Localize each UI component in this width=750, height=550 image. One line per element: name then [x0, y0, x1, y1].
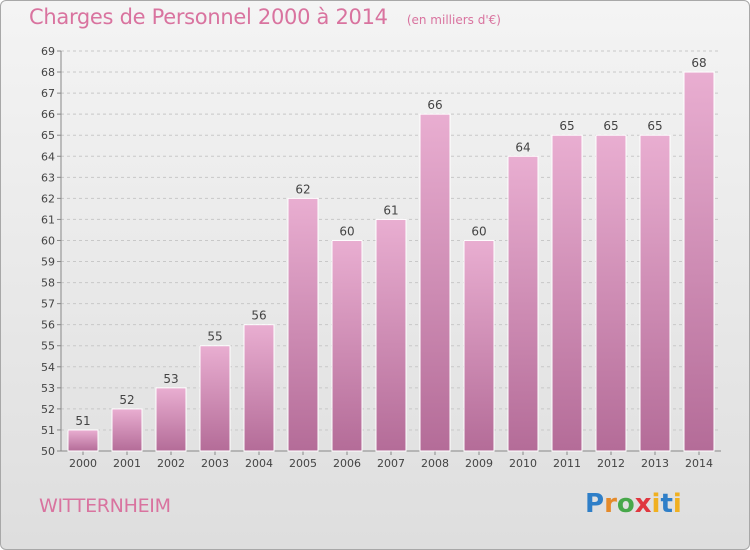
y-tick-label: 56: [41, 319, 55, 332]
bar-2001[interactable]: [111, 408, 143, 452]
y-tick-label: 61: [41, 213, 55, 226]
x-tick-label: 2003: [201, 457, 229, 470]
bar-2013[interactable]: [639, 134, 671, 452]
y-tick-label: 66: [41, 108, 55, 121]
x-tick-label: 2014: [685, 457, 713, 470]
bar-2002[interactable]: [155, 387, 187, 452]
data-label-2004: 56: [251, 309, 266, 323]
y-tick-label: 57: [41, 298, 55, 311]
data-label-2001: 52: [119, 393, 134, 407]
title-row: Charges de Personnel 2000 à 2014 (en mil…: [29, 5, 501, 29]
y-tick-label: 63: [41, 171, 55, 184]
data-label-2012: 65: [603, 119, 618, 133]
y-tick-label: 59: [41, 256, 55, 269]
data-label-2005: 62: [295, 182, 310, 196]
data-label-2007: 61: [383, 203, 398, 217]
data-label-2009: 60: [471, 224, 486, 238]
data-labels: 51 52 53 55 56 62 60 61 66 60 64 65 65 65 68: [75, 56, 706, 428]
y-tick-label: 52: [41, 403, 55, 416]
logo-letter-r: r: [604, 489, 617, 519]
data-label-2011: 65: [559, 119, 574, 133]
chart-title: Charges de Personnel 2000 à 2014: [29, 5, 388, 29]
y-tick-label: 67: [41, 87, 55, 100]
bar-2008[interactable]: [419, 113, 451, 452]
x-tick-label: 2001: [113, 457, 141, 470]
commune-name: WITTERNHEIM: [39, 495, 171, 517]
logo-letter-p: P: [585, 489, 605, 519]
x-tick-label: 2009: [465, 457, 493, 470]
logo-letter-x: x: [634, 489, 652, 519]
x-tick-label: 2013: [641, 457, 669, 470]
bar-2003[interactable]: [199, 345, 231, 452]
x-tick-label: 2000: [69, 457, 97, 470]
bar-2005[interactable]: [287, 197, 319, 452]
logo-letter-i: i: [651, 489, 661, 519]
bar-2006[interactable]: [331, 239, 363, 452]
data-label-2006: 60: [339, 224, 354, 238]
logo-letter-o: o: [616, 489, 635, 519]
chart-unit: (en milliers d'€): [406, 13, 501, 27]
y-tick-label: 54: [41, 361, 55, 374]
x-tick-label: 2012: [597, 457, 625, 470]
y-tick-label: 55: [41, 340, 55, 353]
y-tick-label: 69: [41, 45, 55, 58]
y-tick-label: 53: [41, 382, 55, 395]
proxiti-logo[interactable]: Proxiti: [585, 489, 682, 519]
data-label-2014: 68: [691, 56, 706, 70]
y-tick-label: 50: [41, 445, 55, 458]
bar-2010[interactable]: [507, 155, 539, 452]
bar-2009[interactable]: [463, 239, 495, 452]
x-tick-label: 2008: [421, 457, 449, 470]
data-label-2003: 55: [207, 330, 222, 344]
data-label-2002: 53: [163, 372, 178, 386]
x-tick-label: 2004: [245, 457, 273, 470]
y-tick-label: 64: [41, 150, 55, 163]
x-tick-label: 2011: [553, 457, 581, 470]
logo-letter-i2: i: [672, 489, 682, 519]
x-tick-label: 2007: [377, 457, 405, 470]
bar-2014[interactable]: [683, 71, 715, 452]
y-tick-label: 62: [41, 192, 55, 205]
logo-letter-t: t: [660, 489, 673, 519]
y-tick-label: 60: [41, 234, 55, 247]
y-tick-label: 68: [41, 66, 55, 79]
y-tick-label: 58: [41, 277, 55, 290]
bar-2004[interactable]: [243, 324, 275, 452]
data-label-2010: 64: [515, 140, 530, 154]
bar-2007[interactable]: [375, 218, 407, 452]
data-label-2013: 65: [647, 119, 662, 133]
x-tick-label: 2010: [509, 457, 537, 470]
x-tick-label: 2005: [289, 457, 317, 470]
bar-2000[interactable]: [67, 429, 99, 452]
x-tick-label: 2002: [157, 457, 185, 470]
x-tick-label: 2006: [333, 457, 361, 470]
y-tick-label: 51: [41, 424, 55, 437]
bar-2012[interactable]: [595, 134, 627, 452]
data-label-2000: 51: [75, 414, 90, 428]
bar-2011[interactable]: [551, 134, 583, 452]
y-tick-label: 65: [41, 129, 55, 142]
bars: [67, 71, 715, 452]
data-label-2008: 66: [427, 98, 442, 112]
